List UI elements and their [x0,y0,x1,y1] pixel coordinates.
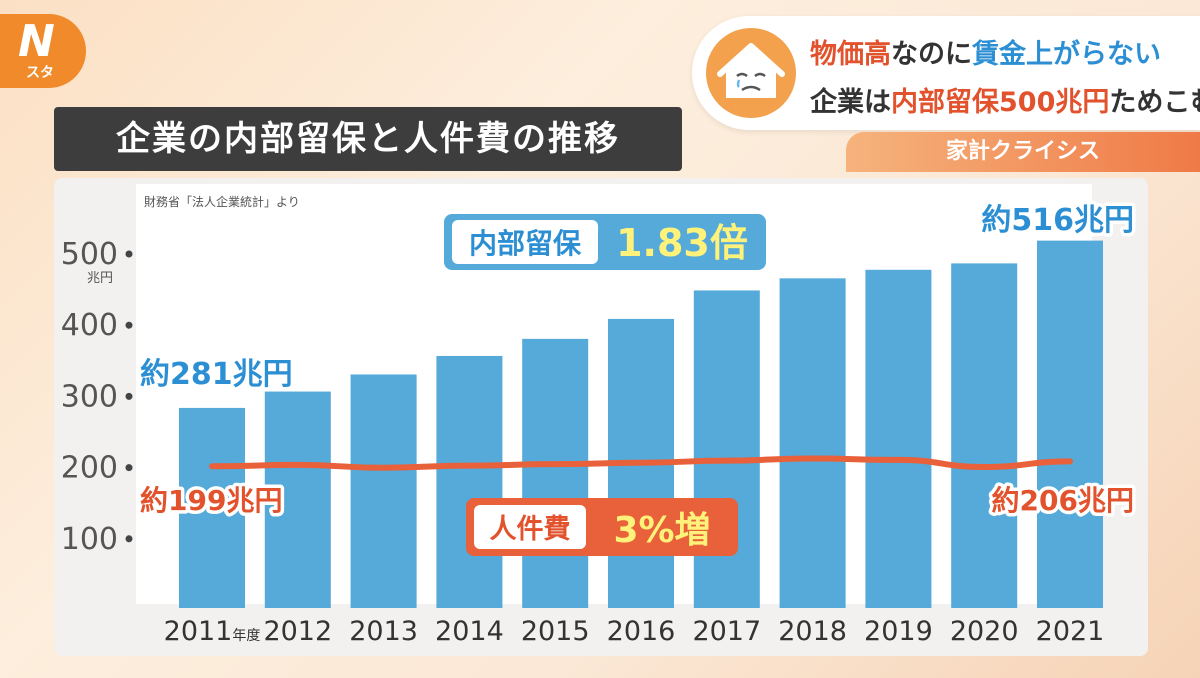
headline-segment: なのに [891,39,972,70]
labor-badge-label: 人件費 [490,514,571,545]
headline-box: 物価高なのに賃金上がらない 企業は内部留保500兆円ためこむ [692,16,1200,130]
bar-2015 [522,338,589,608]
headline-line-1: 物価高なのに賃金上がらない [810,32,1161,71]
source-note: 財務省「法人企業統計」より [144,194,300,209]
labor-badge-inner [474,505,586,549]
chart-panel: 財務省「法人企業統計」より 100 200 300 400 500 兆円 2011年度 2012… [54,178,1148,656]
x-tick-value: 2016 [607,616,676,647]
y-tick-dot [125,321,133,329]
headline-segment: 賃金上がらない [972,39,1161,70]
retained-start-label: 約281兆円 [140,357,293,392]
x-tick-label: 2013 [349,616,418,647]
y-tick-label: 400 [61,308,118,343]
x-tick-value: 2021 [1036,616,1105,647]
bar-2019 [865,269,932,608]
worried-house-icon [706,28,796,118]
x-tick-value: 2013 [349,616,418,647]
bar-2012 [264,391,331,608]
labor-start-label: 約199兆円 [140,484,282,517]
bar-2011 [179,407,245,608]
x-tick-value: 2014 [435,616,504,647]
headline-line-2: 企業は内部留保500兆円ためこむ [810,80,1200,119]
logo-subtext: スタ [26,65,54,81]
x-tick-suffix: 年度 [232,628,260,644]
page-title: 企業の内部留保と人件費の推移 [54,107,682,171]
corner-label: 家計クライシス [846,132,1200,172]
y-tick-dot [125,392,133,400]
headline-segment: 内部留保500兆円 [891,87,1110,118]
x-tick-label: 2014 [435,616,504,647]
x-tick-label: 2020 [950,616,1019,647]
y-tick-dot [125,464,133,472]
y-tick-label: 300 [61,379,118,414]
bar-2018 [779,278,846,608]
bar-2021 [1037,240,1103,608]
x-tick-label: 2021 [1036,616,1105,647]
retained-badge-value: 1.83倍 [616,221,748,265]
chart-svg: 財務省「法人企業統計」より 100 200 300 400 500兆円 2011年度 2012… [61,184,1138,647]
x-tick-value: 2018 [778,616,847,647]
channel-logo: N スタ [0,14,86,88]
x-tick-value: 2019 [864,616,933,647]
x-tick-value: 2012 [263,616,332,647]
x-tick-label: 2012 [263,616,332,647]
bar-2013 [350,374,417,608]
logo-letter: N [18,16,55,67]
bar-2017 [693,290,760,608]
x-tick-value: 2020 [950,616,1019,647]
x-tick-value: 2017 [692,616,761,647]
x-tick-label: 2017 [692,616,761,647]
y-tick-label: 500 [61,237,118,272]
x-tick-label: 2016 [607,616,676,647]
x-tick-label: 2015 [521,616,590,647]
labor-badge-value: 3%増 [613,510,710,551]
bar-2014 [436,355,503,608]
labor-end-label: 約206兆円 [992,484,1134,517]
y-tick-label: 100 [61,522,118,557]
retained-badge-inner [452,220,598,264]
bar-2020 [951,263,1018,608]
headline-segment: ためこむ [1109,87,1200,118]
x-tick-label: 2019 [864,616,933,647]
y-tick-dot [125,250,133,258]
x-tick-value: 2011 [164,616,233,647]
retained-end-label: 約516兆円 [981,203,1134,238]
headline-segment: 企業は [810,87,891,118]
y-unit-label: 兆円 [87,271,113,286]
headline-segment: 物価高 [810,39,891,70]
retained-badge-label: 内部留保 [469,227,582,260]
y-tick-dot [125,535,133,543]
x-tick-value: 2015 [521,616,590,647]
x-tick-label: 2018 [778,616,847,647]
x-tick-label: 2011年度 [164,616,261,647]
y-tick-label: 200 [61,451,118,486]
